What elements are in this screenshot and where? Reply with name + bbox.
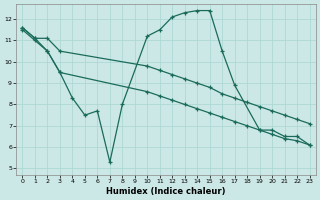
X-axis label: Humidex (Indice chaleur): Humidex (Indice chaleur) — [106, 187, 226, 196]
